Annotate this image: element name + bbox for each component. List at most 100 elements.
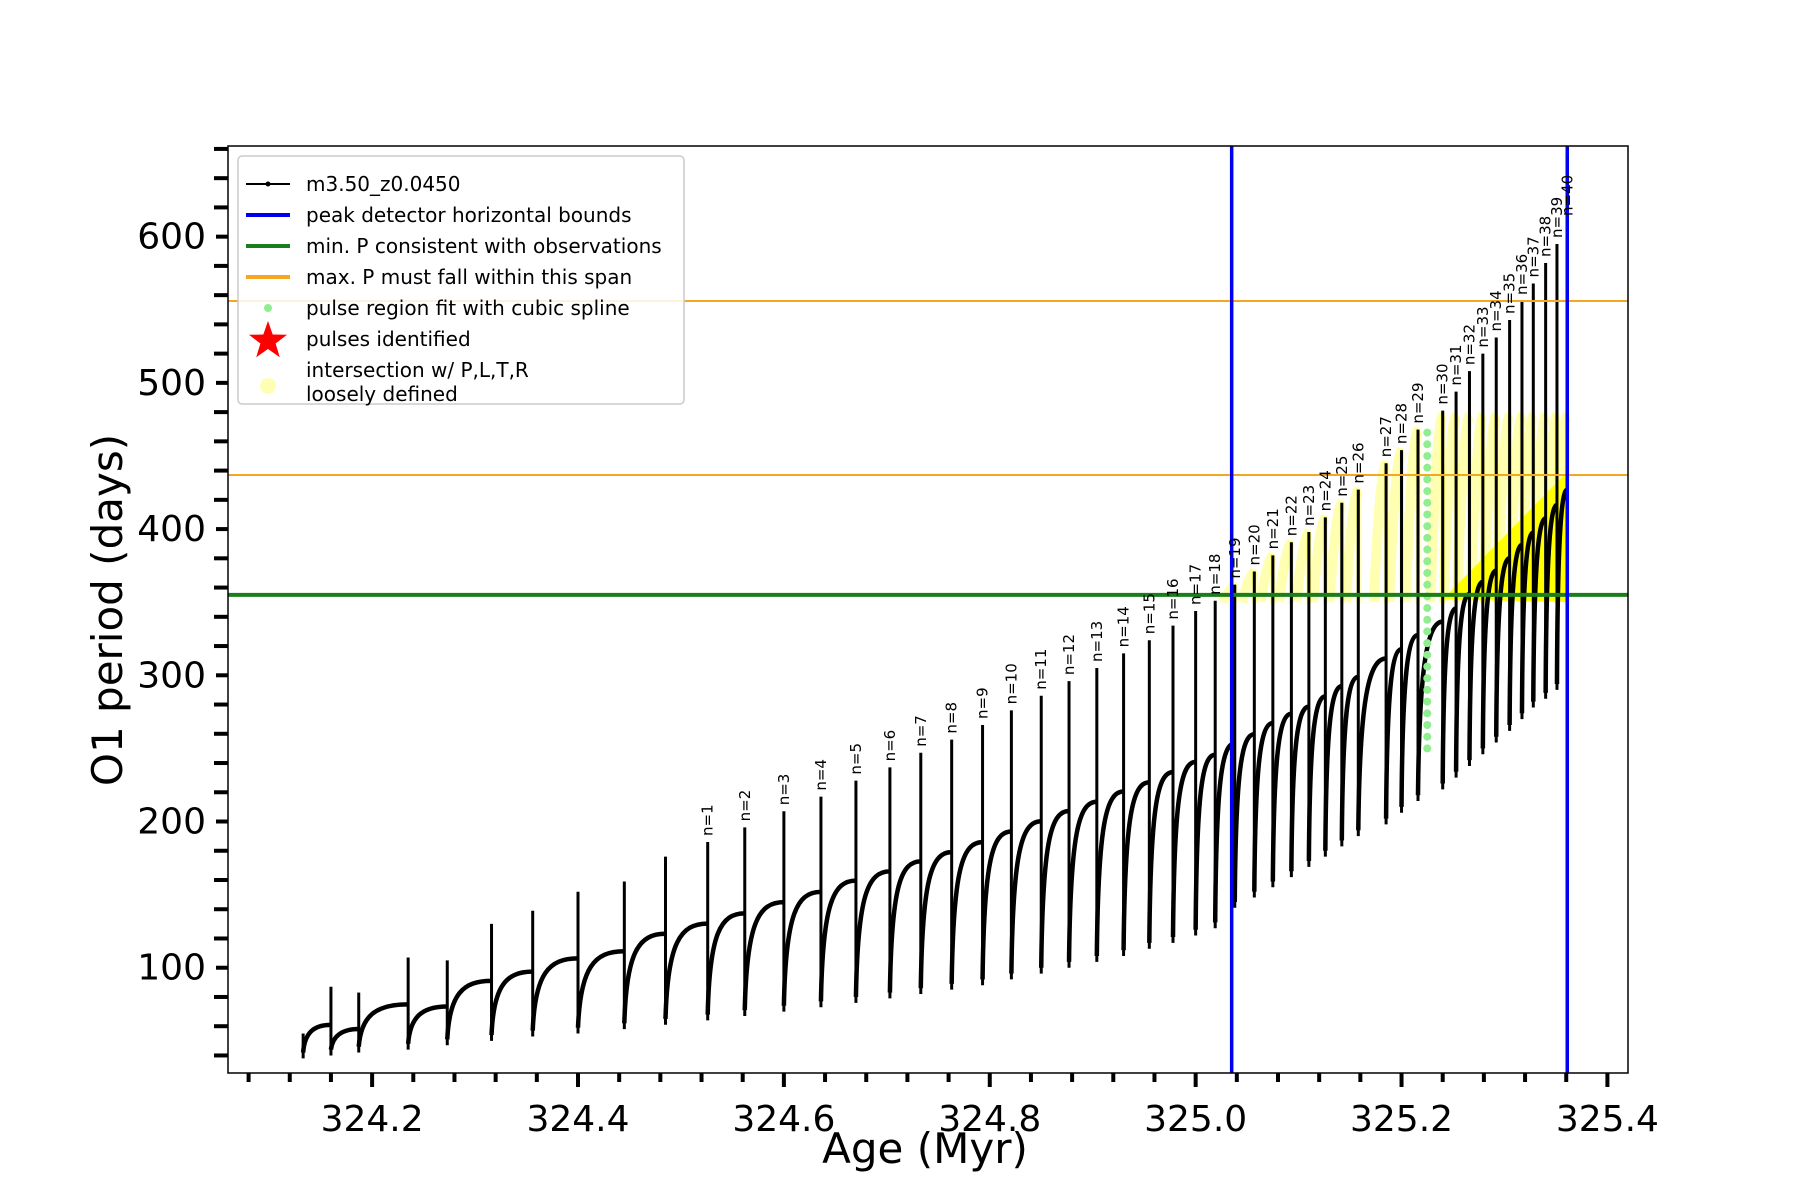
legend-entry-label: max. P must fall within this span — [306, 265, 632, 289]
pulse-label: n=17 — [1187, 564, 1205, 605]
recovery-curve — [1193, 752, 1216, 930]
pulse-label: n=18 — [1206, 554, 1224, 595]
legend-dot-marker — [264, 304, 272, 312]
recovery-curve — [818, 878, 857, 1002]
spline-point — [1423, 744, 1432, 753]
legend-entry-label: m3.50_z0.0450 — [306, 172, 461, 196]
recovery-curve — [1252, 720, 1274, 892]
x-tick-label: 324.6 — [732, 1099, 835, 1140]
pulse-label: n=37 — [1524, 236, 1542, 277]
spline-point — [1423, 510, 1432, 519]
spline-point — [1423, 732, 1432, 741]
spline-point — [1423, 721, 1432, 730]
spline-point — [1423, 662, 1432, 671]
recovery-curve — [328, 1026, 359, 1051]
plot-frame — [227, 145, 1629, 1074]
x-tick-label: 324.4 — [526, 1099, 629, 1140]
pulse-label: n=34 — [1487, 290, 1505, 331]
pulse-label: n=16 — [1164, 578, 1182, 619]
recovery-curve — [1415, 619, 1444, 796]
x-tick-label: 324.2 — [321, 1099, 424, 1140]
pulse-label: n=38 — [1537, 216, 1555, 257]
x-tick-label: 324.8 — [938, 1099, 1041, 1140]
recovery-curve — [1519, 530, 1535, 714]
pulse-label: n=12 — [1060, 634, 1078, 675]
pulse-label: n=1 — [699, 804, 717, 836]
recovery-curve — [1467, 579, 1484, 761]
recovery-curve — [1289, 704, 1310, 872]
y-tick-label: 300 — [137, 655, 206, 696]
recovery-curve — [300, 1022, 332, 1053]
recovery-curve — [405, 1004, 448, 1044]
recovery-curve — [1094, 789, 1124, 957]
axes-layer: 324.2 324.4 324.6 324.8 325.0 325.2 325.4 100 20… — [137, 145, 1659, 1140]
pulse-label: n=29 — [1409, 382, 1427, 423]
spline-point — [1423, 463, 1432, 472]
legend-circle-marker — [260, 378, 276, 394]
x-tick-label: 325.2 — [1350, 1099, 1453, 1140]
x-tick-label: 325.4 — [1556, 1099, 1659, 1140]
pulse-label: n=2 — [736, 790, 754, 822]
spline-point — [1423, 580, 1432, 589]
spline-point — [1423, 627, 1432, 636]
y-tick-label: 100 — [137, 948, 206, 989]
recovery-curve — [1440, 606, 1457, 784]
recovery-curve — [1147, 769, 1174, 943]
pulse-label: n=25 — [1333, 456, 1351, 497]
legend-box — [237, 155, 685, 405]
spline-point — [1423, 650, 1432, 659]
pulse-label: n=4 — [812, 759, 830, 791]
legend-entry-label: pulse region fit with cubic spline — [306, 296, 630, 320]
pulse-label: n=26 — [1349, 442, 1367, 483]
recovery-curve — [445, 978, 492, 1040]
spline-point — [1423, 498, 1432, 507]
pulse-label: n=11 — [1032, 649, 1050, 690]
recovery-curve — [1121, 780, 1150, 951]
spline-point — [1423, 615, 1432, 624]
recovery-curve — [781, 889, 822, 1006]
legend-star-marker — [249, 321, 287, 358]
pulse-label: n=15 — [1140, 593, 1158, 634]
recovery-curve — [1356, 656, 1387, 831]
pulse-label: n=14 — [1115, 606, 1133, 647]
pulse-label: n=30 — [1434, 363, 1452, 404]
pulse-label: n=5 — [847, 743, 865, 775]
pulse-label: n=32 — [1460, 324, 1478, 365]
spline-point — [1423, 487, 1432, 496]
spline-point — [1423, 604, 1432, 613]
legend-entry-label: intersection w/ P,L,T,R — [306, 358, 529, 382]
recovery-curve — [1554, 487, 1569, 685]
x-tick-label: 325.0 — [1144, 1099, 1247, 1140]
pulse-label: n=36 — [1513, 254, 1531, 295]
pulse-label: n=6 — [881, 730, 899, 762]
x-axis-title: Age (Myr) — [822, 1124, 1028, 1173]
recovery-curve — [1480, 568, 1498, 749]
pulse-label: n=22 — [1282, 495, 1300, 536]
recovery-curve — [1066, 799, 1098, 962]
spline-point — [1423, 545, 1432, 554]
recovery-curve — [1270, 711, 1292, 882]
recovery-curve — [980, 829, 1012, 980]
recovery-curve — [356, 1002, 409, 1047]
recovery-curve — [530, 956, 579, 1031]
spline-point — [1423, 674, 1432, 683]
pulse-label: n=8 — [943, 702, 961, 734]
legend-dot-marker — [265, 181, 271, 187]
recovery-curve — [1038, 808, 1070, 968]
spline-point — [1423, 697, 1432, 706]
pulse-label: n=13 — [1088, 621, 1106, 662]
pulse-label: n=35 — [1501, 273, 1519, 314]
recovery-curve — [1232, 731, 1255, 902]
spline-point — [1423, 451, 1432, 460]
recovery-curve — [949, 839, 983, 984]
legend-entry-label: peak detector horizontal bounds — [306, 203, 632, 227]
spline-point — [1423, 639, 1432, 648]
spline-point — [1423, 440, 1432, 449]
recovery-curve — [705, 911, 745, 1015]
recovery-curve — [1399, 632, 1419, 807]
pulse-label: n=9 — [974, 687, 992, 719]
recovery-curve — [663, 921, 708, 1019]
recovery-curve — [918, 849, 952, 989]
y-tick-label: 600 — [137, 217, 206, 258]
